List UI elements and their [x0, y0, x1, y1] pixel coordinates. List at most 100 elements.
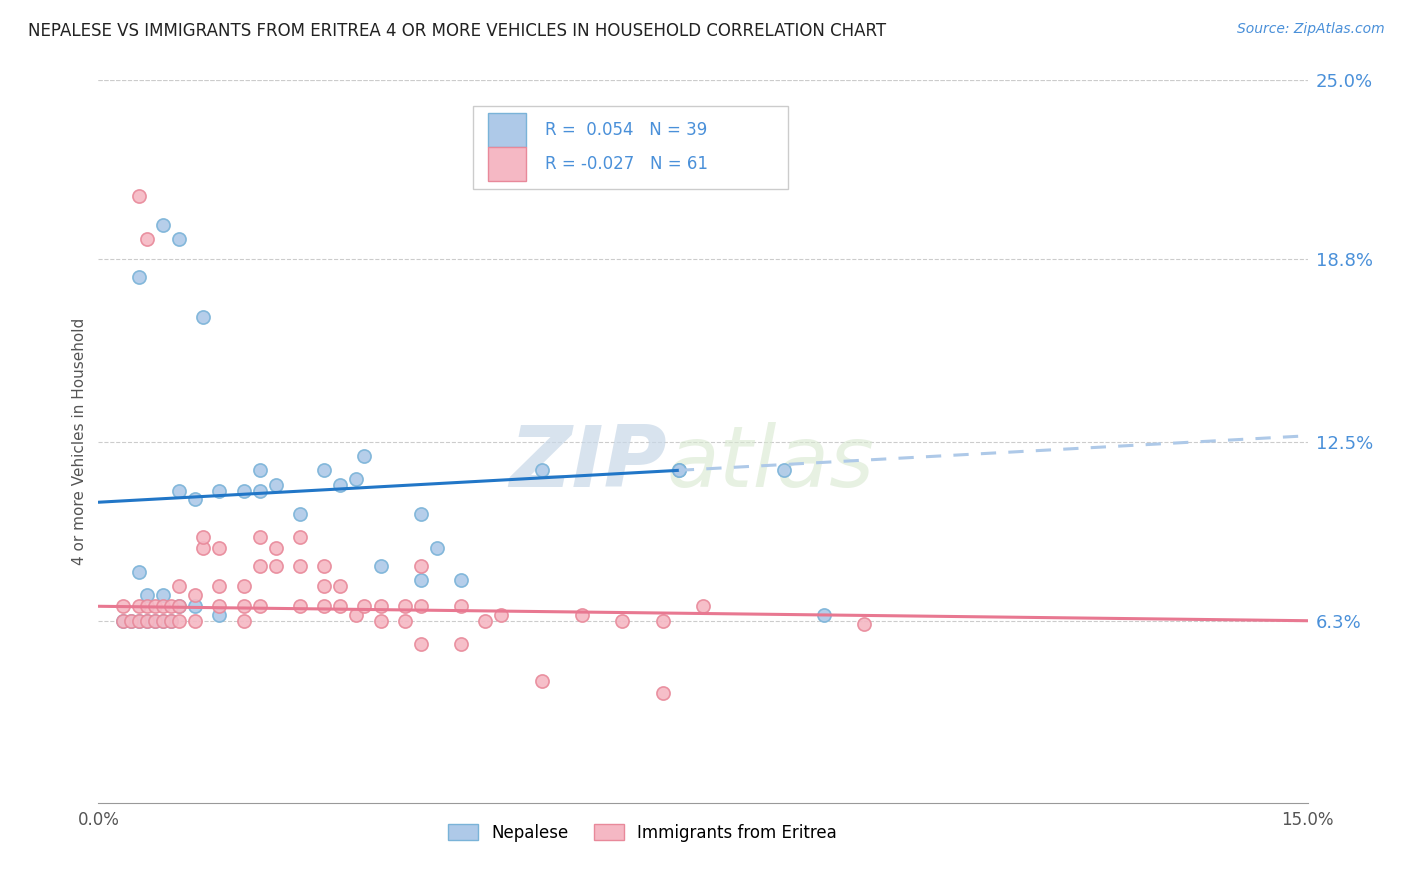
Point: [111, 614, 134, 628]
Point: [184, 588, 207, 602]
Point: [120, 614, 142, 628]
Point: [184, 492, 207, 507]
Point: [353, 449, 375, 463]
Point: [184, 614, 207, 628]
Point: [208, 599, 231, 614]
Point: [167, 599, 190, 614]
Point: [249, 463, 271, 477]
Point: [249, 558, 271, 573]
Point: [651, 686, 673, 700]
Point: [143, 599, 166, 614]
Point: [409, 558, 432, 573]
Point: [344, 472, 367, 486]
Point: [152, 599, 174, 614]
Point: [208, 579, 231, 593]
Point: [135, 599, 157, 614]
Point: [232, 483, 254, 498]
Point: [612, 614, 634, 628]
Point: [249, 530, 271, 544]
Point: [232, 579, 254, 593]
Text: NEPALESE VS IMMIGRANTS FROM ERITREA 4 OR MORE VEHICLES IN HOUSEHOLD CORRELATION : NEPALESE VS IMMIGRANTS FROM ERITREA 4 OR…: [28, 22, 886, 40]
Point: [128, 565, 150, 579]
Point: [160, 614, 183, 628]
Point: [314, 463, 336, 477]
Point: [128, 614, 150, 628]
Point: [249, 599, 271, 614]
Point: [668, 463, 690, 477]
Point: [232, 599, 254, 614]
Point: [288, 558, 311, 573]
FancyBboxPatch shape: [488, 147, 526, 181]
Text: ZIP: ZIP: [509, 422, 666, 505]
Point: [409, 507, 432, 521]
Point: [167, 483, 190, 498]
Point: [160, 614, 183, 628]
Point: [530, 463, 553, 477]
Y-axis label: 4 or more Vehicles in Household: 4 or more Vehicles in Household: [72, 318, 87, 566]
Point: [264, 558, 287, 573]
Point: [530, 674, 553, 689]
Point: [353, 599, 375, 614]
Legend: Nepalese, Immigrants from Eritrea: Nepalese, Immigrants from Eritrea: [441, 817, 844, 848]
Point: [135, 614, 157, 628]
Point: [264, 541, 287, 556]
Point: [409, 574, 432, 588]
Point: [409, 599, 432, 614]
Point: [152, 614, 174, 628]
Point: [208, 541, 231, 556]
Point: [288, 507, 311, 521]
Point: [426, 541, 449, 556]
Point: [120, 614, 142, 628]
Point: [111, 599, 134, 614]
Point: [152, 218, 174, 232]
Point: [394, 614, 416, 628]
Point: [370, 599, 392, 614]
Point: [491, 607, 513, 622]
Point: [450, 574, 472, 588]
Point: [651, 614, 673, 628]
Point: [184, 599, 207, 614]
Point: [370, 558, 392, 573]
Point: [370, 614, 392, 628]
Point: [474, 614, 496, 628]
FancyBboxPatch shape: [488, 112, 526, 147]
Point: [314, 579, 336, 593]
Point: [128, 599, 150, 614]
Point: [329, 478, 352, 492]
Point: [152, 588, 174, 602]
Point: [571, 607, 593, 622]
Point: [314, 558, 336, 573]
Point: [314, 599, 336, 614]
Point: [450, 637, 472, 651]
Point: [167, 614, 190, 628]
Point: [152, 614, 174, 628]
Point: [288, 599, 311, 614]
Point: [409, 637, 432, 651]
Point: [128, 189, 150, 203]
Point: [208, 483, 231, 498]
Point: [450, 599, 472, 614]
Point: [167, 232, 190, 246]
Text: R = -0.027   N = 61: R = -0.027 N = 61: [544, 155, 707, 173]
Point: [288, 530, 311, 544]
Point: [394, 599, 416, 614]
FancyBboxPatch shape: [474, 105, 787, 189]
Point: [853, 616, 876, 631]
Point: [329, 579, 352, 593]
Point: [135, 588, 157, 602]
Point: [668, 463, 690, 477]
Point: [193, 310, 215, 325]
Point: [249, 483, 271, 498]
Point: [143, 614, 166, 628]
Point: [160, 599, 183, 614]
Point: [692, 599, 714, 614]
Point: [193, 541, 215, 556]
Point: [167, 579, 190, 593]
Point: [111, 614, 134, 628]
Point: [813, 607, 835, 622]
Point: [329, 599, 352, 614]
Point: [128, 269, 150, 284]
Point: [344, 607, 367, 622]
Text: Source: ZipAtlas.com: Source: ZipAtlas.com: [1237, 22, 1385, 37]
Point: [143, 614, 166, 628]
